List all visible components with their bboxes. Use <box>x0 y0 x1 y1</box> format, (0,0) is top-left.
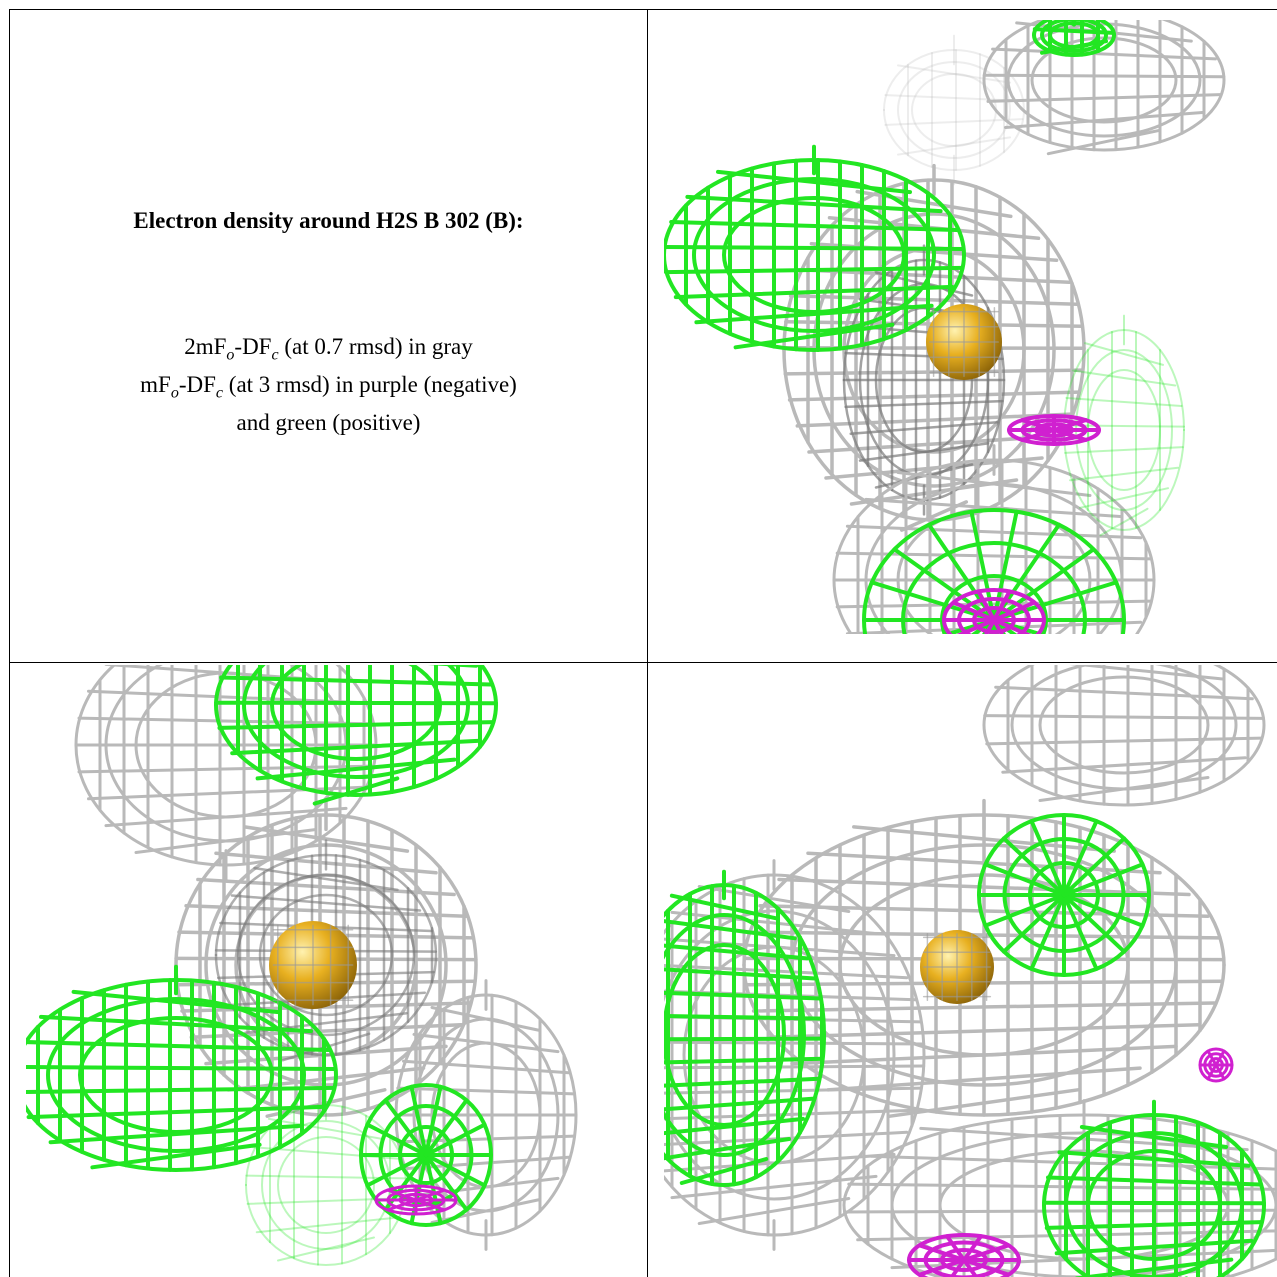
center-divider-horizontal <box>9 662 1277 663</box>
view-bottom-right <box>664 665 1277 1277</box>
view-bottom-left <box>26 665 632 1277</box>
legend-body: 2mFo-DFc (at 0.7 rmsd) in gray mFo-DFc (… <box>10 328 647 442</box>
view-top-right <box>664 20 1277 634</box>
atom-mesh-overlay <box>272 924 354 1006</box>
green-mesh-bottom-right <box>1042 1099 1266 1277</box>
legend-panel: Electron density around H2S B 302 (B): 2… <box>10 10 647 662</box>
gray-mesh-lower <box>832 444 1156 634</box>
green-mesh-upper-left <box>664 144 966 352</box>
top-border <box>9 9 1277 10</box>
magenta-mesh-bottom <box>907 1233 1021 1277</box>
magenta-mesh-right <box>1198 1047 1234 1083</box>
gray-mesh-left <box>664 859 926 1251</box>
legend-title: Electron density around H2S B 302 (B): <box>133 208 524 233</box>
green-mesh-top <box>214 665 498 806</box>
legend-line-fofc: mFo-DFc (at 3 rmsd) in purple (negative) <box>140 372 517 402</box>
atom-mesh-overlay <box>922 932 992 1002</box>
atom-mesh-overlay <box>929 307 999 377</box>
magenta-mesh-bottom <box>942 588 1046 634</box>
center-divider-vertical <box>647 9 648 1277</box>
gray-mesh-top <box>982 665 1266 807</box>
legend-line-2fofc: 2mFo-DFc (at 0.7 rmsd) in gray <box>184 334 473 364</box>
gray-mesh-faint-top <box>883 34 1025 186</box>
magenta-mesh-lower <box>374 1184 458 1216</box>
green-mesh-left <box>26 964 338 1172</box>
green-mesh-top-strip <box>1032 20 1116 57</box>
green-mesh-upper-right <box>977 813 1151 977</box>
left-border <box>9 9 10 1277</box>
green-mesh-left <box>664 869 826 1187</box>
magenta-mesh-right <box>1007 414 1101 446</box>
legend-line-colors: and green (positive) <box>236 410 421 435</box>
